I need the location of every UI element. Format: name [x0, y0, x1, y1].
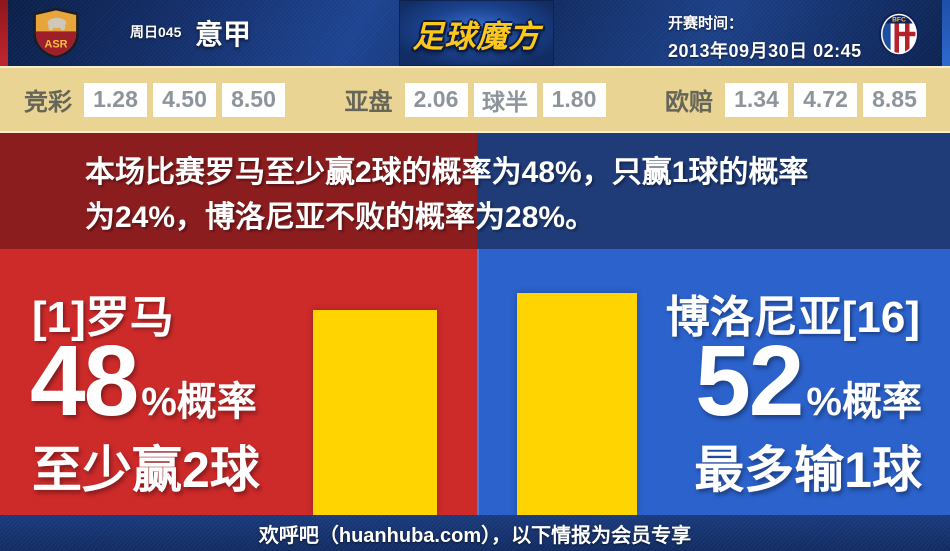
match-header: ASR 周日045 意甲 足球魔方 开赛时间： 2013年09月30日 02:4… — [0, 0, 950, 66]
kickoff-time-block: 开赛时间： 2013年09月30日 02:45 — [668, 12, 862, 63]
kickoff-datetime: 2013年09月30日 02:45 — [668, 41, 862, 61]
league-name: 意甲 — [195, 19, 252, 50]
home-color-strip — [0, 0, 8, 66]
odds-value: 2.06 — [404, 82, 468, 117]
bologna-crest-icon: BFC — [878, 11, 920, 57]
roma-monogram: ASR — [45, 38, 68, 50]
home-team-panel: [1]罗马 48 %概率 至少赢2球 — [0, 249, 477, 515]
match-number-label: 周日045 — [130, 24, 182, 40]
home-team-name: [1]罗马 — [32, 293, 174, 342]
odds-value: 4.72 — [794, 82, 857, 117]
away-team-name: 博洛尼亚[16] — [665, 293, 920, 342]
away-color-strip — [942, 0, 950, 66]
home-probability-bar — [313, 310, 437, 515]
odds-label-yapan: 亚盘 — [344, 89, 393, 116]
summary-bg-home — [0, 133, 477, 249]
site-logo: 足球魔方 — [412, 18, 541, 54]
odds-label-jingcai: 竞彩 — [24, 89, 72, 116]
odds-value: 1.80 — [542, 82, 606, 117]
odds-value: 4.50 — [153, 82, 216, 117]
odds-group-yapan: 亚盘 2.06 球半 1.80 — [345, 82, 606, 117]
kickoff-label: 开赛时间： — [668, 15, 744, 32]
away-probability: 52 %概率 — [695, 331, 922, 431]
footer-text: 欢呼吧（huanhuba.com），以下情报为会员专享 — [258, 524, 692, 547]
probability-summary-text: 本场比赛罗马至少赢2球的概率为48%，只赢1球的概率 为24%，博洛尼亚不败的概… — [85, 150, 885, 240]
summary-line-1: 本场比赛罗马至少赢2球的概率为48%，只赢1球的概率 — [85, 156, 809, 189]
odds-value: 8.50 — [222, 82, 285, 117]
home-probability-suffix: %概率 — [141, 380, 257, 424]
home-outcome-text: 至少赢2球 — [32, 442, 260, 498]
summary-bg-away — [477, 133, 950, 249]
home-probability-number: 48 — [30, 325, 139, 437]
odds-value: 1.28 — [84, 82, 147, 117]
site-logo-panel: 足球魔方 — [399, 0, 554, 66]
odds-row: 竞彩 1.28 4.50 8.50 亚盘 2.06 球半 1.80 欧赔 1.3… — [0, 66, 950, 133]
away-probability-suffix: %概率 — [806, 380, 922, 424]
prediction-panels: [1]罗马 48 %概率 至少赢2球 博洛尼亚[16] 52 %概率 最多输1球 — [0, 249, 950, 515]
footer-bar: 欢呼吧（huanhuba.com），以下情报为会员专享 — [0, 515, 950, 551]
odds-value: 1.34 — [725, 82, 788, 117]
bologna-monogram: BFC — [892, 16, 906, 23]
odds-value: 8.85 — [863, 82, 926, 117]
odds-label-oupei: 欧赔 — [665, 89, 713, 116]
away-probability-number: 52 — [695, 325, 804, 437]
away-probability-bar — [517, 293, 637, 515]
probability-summary-strip: 本场比赛罗马至少赢2球的概率为48%，只赢1球的概率 为24%，博洛尼亚不败的概… — [0, 133, 950, 249]
home-probability: 48 %概率 — [30, 331, 257, 431]
odds-value: 球半 — [473, 82, 537, 117]
roma-crest-icon: ASR — [33, 7, 79, 59]
odds-group-jingcai: 竞彩 1.28 4.50 8.50 — [24, 82, 285, 117]
summary-line-2: 为24%，博洛尼亚不败的概率为28%。 — [85, 201, 596, 234]
away-outcome-text: 最多输1球 — [694, 442, 922, 498]
odds-group-oupei: 欧赔 1.34 4.72 8.85 — [665, 82, 926, 117]
